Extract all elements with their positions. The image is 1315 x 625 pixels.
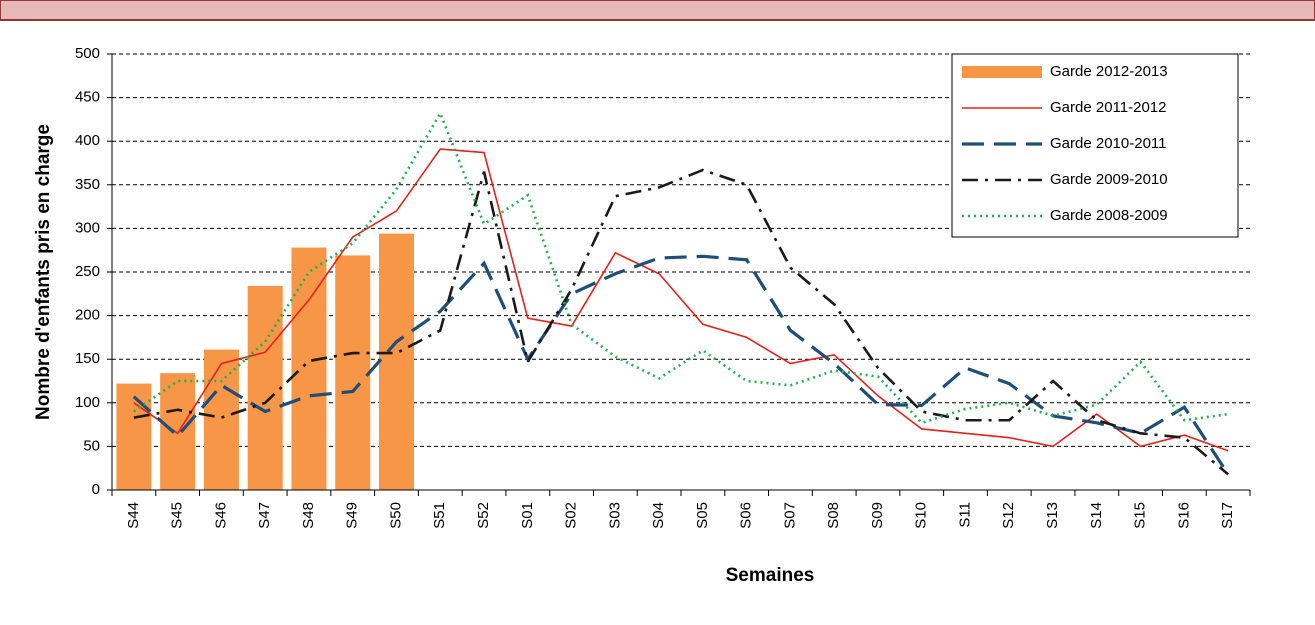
bar xyxy=(203,349,239,490)
x-tick-label: S05 xyxy=(694,502,711,529)
x-tick-label: S03 xyxy=(606,502,623,529)
bar xyxy=(378,233,415,490)
y-tick-label: 0 xyxy=(92,481,100,498)
y-tick-label: 250 xyxy=(75,263,100,280)
x-tick-label: S09 xyxy=(869,502,886,529)
legend-swatch xyxy=(962,66,1042,78)
y-tick-label: 450 xyxy=(75,89,100,106)
x-tick-label: S45 xyxy=(169,502,186,529)
line-series xyxy=(132,254,1230,476)
x-tick-label: S10 xyxy=(913,502,930,529)
x-tick-label: S13 xyxy=(1044,502,1061,529)
x-tick-label: S49 xyxy=(344,502,361,529)
x-tick-label: S08 xyxy=(825,502,842,529)
x-tick-label: S11 xyxy=(956,502,973,528)
x-tick-label: S12 xyxy=(1000,502,1017,529)
y-tick-label: 400 xyxy=(75,132,100,149)
y-tick-label: 500 xyxy=(75,45,100,62)
y-tick-label: 50 xyxy=(83,437,100,454)
x-tick-label: S07 xyxy=(781,502,798,529)
legend-label: Garde 2008-2009 xyxy=(1050,207,1168,224)
line-series xyxy=(133,148,1229,452)
y-tick-label: 100 xyxy=(75,394,100,411)
x-tick-label: S50 xyxy=(387,502,404,529)
x-tick-label: S46 xyxy=(212,502,229,529)
bar xyxy=(247,285,283,490)
legend-label: Garde 2009-2010 xyxy=(1050,171,1168,188)
x-tick-label: S47 xyxy=(256,502,273,529)
line-series xyxy=(133,168,1229,476)
bar xyxy=(160,373,196,490)
x-tick-label: S01 xyxy=(519,502,536,529)
bar xyxy=(335,255,371,490)
x-axis-title: Semaines xyxy=(726,565,815,586)
x-tick-label: S16 xyxy=(1175,502,1192,529)
y-tick-label: 300 xyxy=(75,219,100,236)
x-tick-label: S48 xyxy=(300,502,317,529)
line-series xyxy=(133,110,1229,425)
y-axis-title: Nombre d'enfants pris en charge xyxy=(33,124,54,420)
x-tick-label: S15 xyxy=(1132,502,1149,529)
y-tick-label: 350 xyxy=(75,176,100,193)
bar xyxy=(116,383,152,490)
top-band xyxy=(0,0,1315,21)
legend-label: Garde 2011-2012 xyxy=(1050,99,1166,116)
legend-label: Garde 2012-2013 xyxy=(1050,63,1168,80)
legend-label: Garde 2010-2011 xyxy=(1050,135,1166,152)
y-tick-label: 200 xyxy=(75,307,100,324)
x-tick-label: S52 xyxy=(475,502,492,529)
x-tick-label: S06 xyxy=(738,502,755,529)
bar xyxy=(291,247,327,490)
x-tick-label: S44 xyxy=(125,502,142,529)
x-tick-label: S51 xyxy=(431,502,448,529)
x-tick-label: S17 xyxy=(1219,502,1236,529)
x-tick-label: S14 xyxy=(1088,502,1105,529)
y-tick-label: 150 xyxy=(75,350,100,367)
x-tick-label: S02 xyxy=(563,502,580,529)
x-tick-label: S04 xyxy=(650,502,667,529)
